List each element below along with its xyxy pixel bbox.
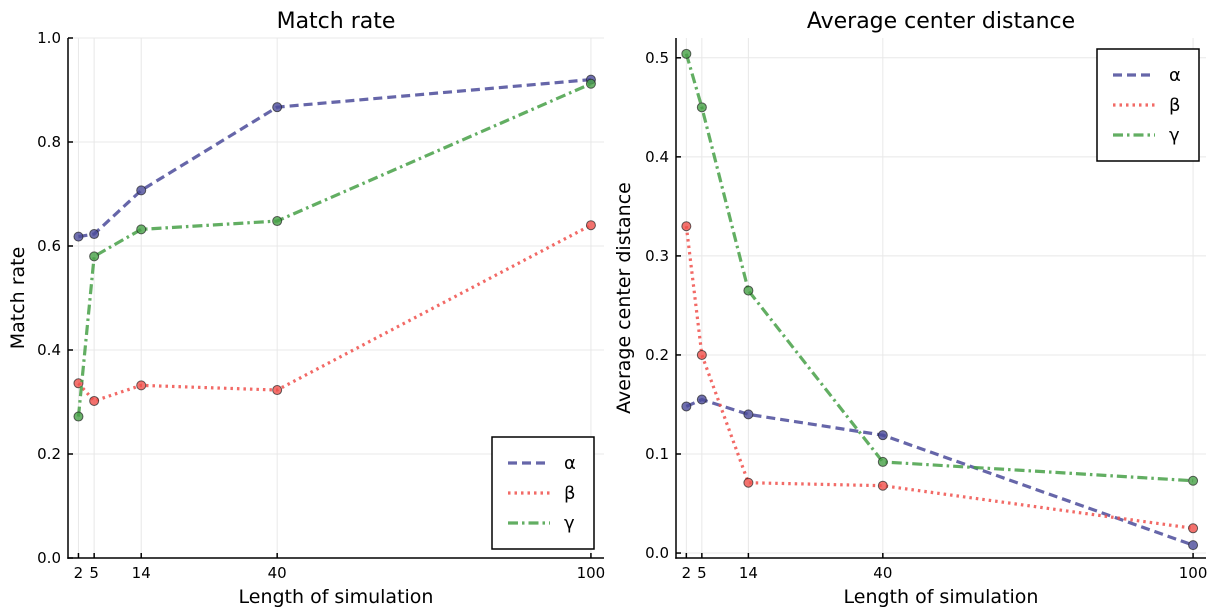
legend-label: α (564, 453, 576, 474)
y-tick-label: 0.0 (645, 544, 669, 562)
y-tick-label: 0.5 (645, 49, 669, 67)
data-point (877, 430, 888, 441)
data-point (89, 229, 100, 240)
data-point (743, 409, 754, 420)
x-tick-label: 14 (739, 564, 758, 582)
chart-title: Average center distance (807, 9, 1075, 34)
series-line (77, 223, 592, 403)
series-2 (681, 48, 1199, 486)
series-1 (681, 221, 1199, 534)
data-point (73, 231, 84, 242)
y-tick-label: 0.4 (645, 148, 669, 166)
series-0 (681, 394, 1199, 551)
x-tick-label: 14 (132, 564, 151, 582)
series-0 (73, 74, 596, 242)
data-point (681, 401, 692, 412)
y-tick-label: 0.8 (37, 133, 61, 151)
grid (676, 38, 1206, 558)
data-point (743, 285, 754, 296)
series-line (78, 78, 592, 239)
legend-label: β (1169, 95, 1181, 116)
y-axis-label: Match rate (7, 247, 29, 350)
y-axis-label: Average center distance (613, 182, 635, 414)
data-point (73, 411, 84, 422)
x-tick-label: 2 (682, 564, 692, 582)
legend-label: γ (564, 513, 575, 534)
data-point (696, 102, 707, 113)
data-point (696, 349, 707, 360)
y-tick-label: 0.2 (37, 445, 61, 463)
x-tick-label: 100 (577, 564, 606, 582)
data-point (877, 456, 888, 467)
x-tick-label: 2 (74, 564, 84, 582)
data-point (696, 394, 707, 405)
y-tick-label: 0.0 (37, 549, 61, 567)
series-line (685, 397, 1194, 547)
legend-label: β (564, 483, 576, 504)
x-axis-label: Length of simulation (239, 586, 434, 607)
chart-title: Match rate (277, 9, 396, 34)
x-tick-label: 40 (268, 564, 287, 582)
series-2 (73, 78, 596, 422)
data-point (136, 185, 147, 196)
x-tick-label: 100 (1179, 564, 1208, 582)
x-tick-label: 5 (89, 564, 99, 582)
data-point (681, 221, 692, 232)
data-point (681, 48, 692, 59)
data-point (89, 395, 100, 406)
series-1 (73, 220, 596, 406)
y-tick-label: 0.3 (645, 247, 669, 265)
data-point (1188, 523, 1199, 534)
average-center-distance-chart: 2 5 14 40 100 0.0 0.1 0.2 0.3 0.4 0.5 Average cente… (613, 9, 1207, 607)
x-tick-label: 5 (697, 564, 707, 582)
y-tick-label: 0.2 (645, 346, 669, 364)
data-point (585, 78, 596, 89)
data-point (877, 480, 888, 491)
y-tick-label: 0.4 (37, 341, 61, 359)
data-point (1188, 475, 1199, 486)
legend: αβγ (491, 436, 595, 550)
data-point (272, 102, 283, 113)
match-rate-chart: 2 5 14 40 100 0.0 0.2 0.4 0.6 0.8 1.0 Match rate Len… (7, 9, 605, 607)
y-tick-label: 1.0 (37, 29, 61, 47)
x-axis-label: Length of simulation (844, 586, 1039, 607)
y-tick-label: 0.1 (645, 445, 669, 463)
legend-label: γ (1169, 125, 1180, 146)
x-tick-label: 40 (873, 564, 892, 582)
data-point (136, 380, 147, 391)
data-point (585, 220, 596, 231)
data-point (743, 477, 754, 488)
data-point (136, 224, 147, 235)
data-point (272, 216, 283, 227)
series-line (76, 82, 592, 417)
data-point (89, 251, 100, 262)
y-tick-label: 0.6 (37, 237, 61, 255)
data-point (272, 385, 283, 396)
legend-label: α (1169, 65, 1181, 86)
legend: αβγ (1096, 48, 1200, 162)
series-line (684, 225, 1194, 530)
data-point (1188, 540, 1199, 551)
